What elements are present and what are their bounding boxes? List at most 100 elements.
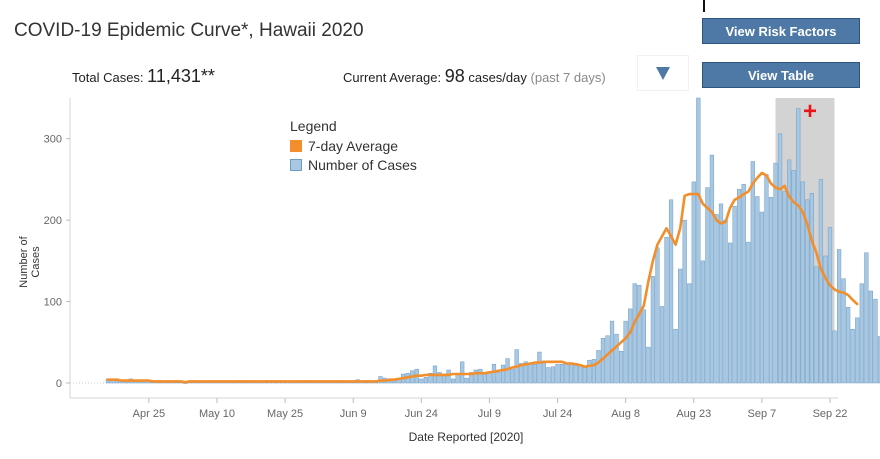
case-bar	[832, 330, 837, 384]
case-bar	[664, 236, 669, 384]
y-tick-label: 200	[44, 215, 62, 227]
case-bar	[555, 364, 560, 384]
case-bar	[846, 307, 851, 384]
case-bar	[809, 193, 814, 384]
case-bar	[564, 364, 569, 384]
case-bar	[750, 161, 755, 384]
current-average: Current Average: 98 cases/day (past 7 da…	[343, 66, 606, 87]
case-bar	[746, 241, 751, 384]
y-tick-label: 300	[44, 134, 62, 146]
case-bar	[755, 196, 760, 384]
case-bar	[646, 346, 651, 384]
case-bar	[569, 362, 574, 384]
case-bar	[691, 181, 696, 384]
case-bar	[696, 97, 701, 384]
case-bar	[768, 197, 774, 384]
case-bar	[732, 206, 737, 384]
case-bar	[737, 188, 742, 384]
total-cases-label: Total Cases:	[72, 70, 144, 85]
case-bar	[641, 309, 646, 384]
case-bar	[687, 283, 692, 384]
case-bar	[741, 184, 746, 384]
case-bar	[637, 285, 642, 384]
blue-swatch-icon	[290, 159, 302, 171]
case-bar	[800, 181, 805, 384]
x-axis-label: Date Reported [2020]	[408, 430, 524, 444]
x-tick-label: Apr 25	[133, 408, 165, 420]
orange-swatch-icon	[290, 140, 302, 152]
case-bar	[464, 377, 469, 384]
case-bar	[387, 381, 392, 384]
total-cases-value: 11,431**	[147, 66, 215, 86]
view-table-button[interactable]: View Table	[702, 62, 860, 88]
view-risk-factors-button[interactable]: View Risk Factors	[702, 18, 860, 44]
y-tick-label: 0	[56, 378, 62, 390]
legend-title: Legend	[290, 118, 337, 134]
case-bar	[705, 187, 710, 384]
case-bar	[623, 320, 628, 384]
x-tick-label: Sep 22	[813, 408, 848, 420]
case-bar	[628, 308, 633, 384]
case-bar	[773, 162, 778, 384]
case-bar	[469, 372, 474, 384]
current-average-colon: :	[437, 70, 442, 85]
case-bar	[578, 364, 583, 384]
x-tick-label: Aug 8	[611, 408, 640, 420]
case-bar	[478, 368, 483, 384]
case-bar	[582, 367, 587, 384]
case-bar	[519, 363, 524, 384]
case-bar	[496, 372, 501, 384]
case-bar	[491, 364, 497, 384]
case-bar	[510, 368, 515, 384]
legend-cases-label: Number of Cases	[308, 157, 417, 173]
x-tick-label: Jul 9	[478, 408, 501, 420]
case-bar	[550, 366, 556, 384]
current-average-label: Current Average	[343, 70, 438, 85]
case-bar	[632, 283, 637, 384]
case-bar	[796, 108, 801, 384]
case-bar	[805, 199, 810, 384]
case-bar	[873, 298, 878, 384]
case-bar	[505, 358, 510, 384]
case-bar	[428, 372, 433, 384]
case-bar	[455, 373, 460, 384]
plus-icon[interactable]: +	[803, 98, 818, 125]
case-bar	[682, 219, 687, 384]
case-bar	[423, 377, 428, 384]
case-bar	[814, 266, 819, 384]
top-divider-mark	[703, 0, 705, 12]
case-bar	[841, 278, 846, 384]
case-bar	[541, 360, 547, 384]
chart-legend: Legend 7-day Average Number of Cases	[290, 118, 417, 173]
case-bar	[791, 170, 796, 384]
case-bar	[673, 329, 678, 384]
case-bar	[523, 361, 528, 384]
case-bar	[596, 350, 601, 384]
case-bar	[787, 159, 792, 384]
case-bar	[528, 364, 533, 384]
case-bar	[605, 335, 610, 384]
case-bar	[500, 364, 506, 384]
current-average-unit: cases/day	[468, 70, 527, 85]
total-cases: Total Cases: 11,431**	[72, 66, 215, 87]
x-tick-label: Aug 23	[676, 408, 711, 420]
case-bar	[659, 306, 665, 384]
case-bar	[532, 364, 537, 384]
case-bar	[777, 133, 783, 384]
case-bar	[460, 361, 465, 384]
y-axis-label: Number of Cases	[18, 236, 42, 288]
case-bar	[668, 199, 674, 384]
legend-item-cases: Number of Cases	[290, 157, 417, 173]
case-bar	[727, 242, 733, 384]
case-bar	[859, 283, 864, 384]
case-bar	[450, 378, 456, 384]
legend-item-average: 7-day Average	[290, 138, 417, 154]
case-bar	[473, 369, 478, 384]
case-bar	[537, 351, 542, 384]
x-tick-label: Jul 24	[543, 408, 572, 420]
x-tick-label: May 10	[199, 408, 235, 420]
case-bar	[827, 227, 833, 384]
dropdown-toggle[interactable]	[637, 55, 689, 91]
case-bar	[764, 174, 769, 384]
